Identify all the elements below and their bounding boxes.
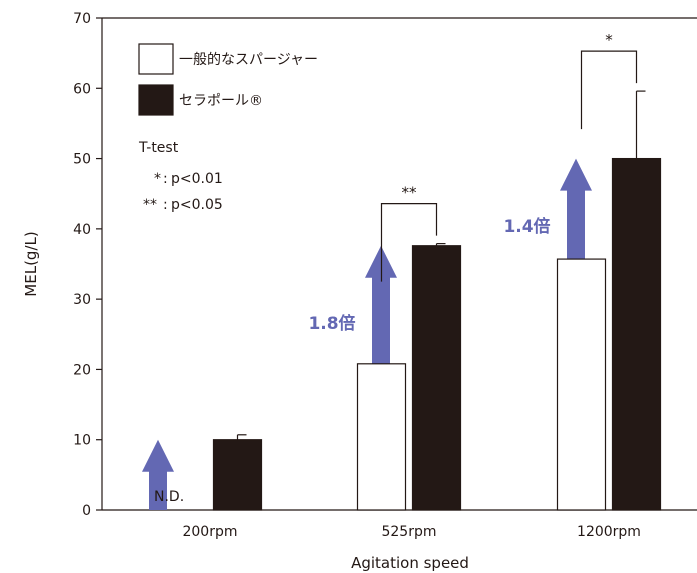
- stat-test-note: T-test * : p<0.01 ** : p<0.05: [138, 140, 223, 213]
- y-axis-label: MEL(g/L): [22, 231, 40, 296]
- stat-marker-1: *: [154, 171, 161, 187]
- bar-sparger: [356, 363, 407, 511]
- y-tick-label: 10: [73, 433, 91, 449]
- ratio-label: 1.4倍: [503, 216, 550, 237]
- ratio-labels: 1.8倍 1.4倍: [308, 216, 550, 334]
- stat-colon-1: :: [163, 171, 168, 187]
- y-tick-label: 0: [82, 503, 91, 519]
- error-bars: [236, 90, 646, 440]
- improvement-arrow: [142, 439, 174, 510]
- legend-swatch-sparger: [138, 43, 174, 75]
- stat-test-title: T-test: [138, 140, 179, 156]
- legend: 一般的なスパージャー セラポール®: [138, 43, 318, 116]
- stat-marker-2: **: [143, 197, 157, 213]
- x-ticks: 200rpm 525rpm 1200rpm: [182, 524, 640, 540]
- stat-text-1: p<0.01: [171, 171, 223, 187]
- significance-bracket: [380, 203, 438, 282]
- improvement-arrows: [142, 158, 592, 510]
- x-tick-label: 1200rpm: [577, 524, 641, 540]
- x-tick-label: 525rpm: [381, 524, 436, 540]
- bar-sparger: [556, 258, 607, 511]
- stat-colon-2: :: [163, 197, 168, 213]
- stat-text-2: p<0.05: [171, 197, 223, 213]
- not-detected-label: N.D.: [154, 489, 184, 505]
- y-tick-label: 40: [73, 222, 91, 238]
- y-tick-label: 60: [73, 81, 91, 97]
- y-tick-label: 70: [73, 11, 91, 27]
- improvement-arrow: [365, 245, 397, 364]
- y-tick-label: 50: [73, 152, 91, 168]
- legend-swatch-ceraporl: [138, 84, 174, 116]
- bars: [212, 157, 662, 511]
- improvement-arrow: [560, 158, 592, 260]
- x-axis-label: Agitation speed: [351, 554, 469, 572]
- significance-marker: *: [605, 31, 613, 49]
- y-tick-label: 30: [73, 292, 91, 308]
- bar-ceraporl: [411, 245, 462, 511]
- significance-brackets: ***: [380, 31, 638, 282]
- ratio-label: 1.8倍: [308, 313, 355, 334]
- bar-ceraporl: [611, 157, 662, 511]
- significance-marker: **: [402, 184, 418, 202]
- legend-label-sparger: 一般的なスパージャー: [179, 52, 318, 68]
- significance-bracket: [580, 50, 638, 130]
- y-tick-label: 20: [73, 362, 91, 378]
- y-ticks: 0 10 20 30 40 50 60 70: [73, 11, 102, 519]
- x-tick-label: 200rpm: [182, 524, 237, 540]
- legend-label-ceraporl: セラポール®: [179, 93, 263, 109]
- bar-ceraporl: [212, 439, 263, 511]
